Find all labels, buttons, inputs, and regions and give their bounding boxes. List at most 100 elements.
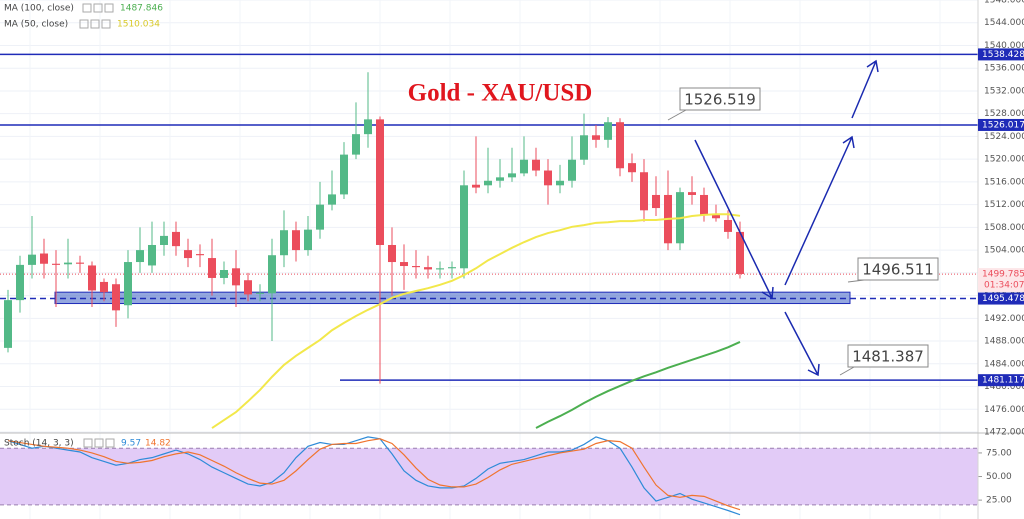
- y-tick-label: 1480.000: [984, 382, 1024, 392]
- candle-body: [52, 263, 60, 265]
- y-tick-label: 1540.000: [984, 41, 1024, 51]
- candle-body: [532, 159, 540, 171]
- y-tick-label: 75.00: [986, 448, 1012, 458]
- candle-body: [40, 253, 48, 264]
- y-tick-label: 1492.000: [984, 314, 1024, 324]
- legend-value: 14.82: [145, 439, 171, 449]
- candle-body: [616, 122, 624, 169]
- candle-body: [280, 230, 288, 256]
- price-label: 1481.117: [982, 376, 1024, 386]
- candle-body: [472, 184, 480, 188]
- candle-body: [652, 194, 660, 209]
- callout-pointer: [667, 109, 687, 121]
- callout-text: 1481.387: [852, 348, 924, 366]
- candle-body: [256, 292, 264, 294]
- y-tick-label: 1548.000: [984, 0, 1024, 6]
- candle-body: [328, 194, 336, 205]
- callout-text: 1496.511: [862, 261, 934, 279]
- candle-body: [688, 192, 696, 195]
- y-tick-label: 1524.000: [984, 132, 1024, 142]
- price-label: 1526.017: [982, 120, 1024, 130]
- candle-body: [304, 229, 312, 251]
- candle-body: [544, 170, 552, 186]
- y-tick-label: 1484.000: [984, 359, 1024, 369]
- candle-body: [508, 173, 516, 178]
- callout-box: [847, 344, 929, 368]
- y-tick-label: 50.00: [986, 472, 1012, 482]
- candle-body: [112, 284, 120, 311]
- y-tick-label: 25.00: [986, 496, 1012, 506]
- candle-body: [76, 262, 84, 264]
- candle-body: [148, 244, 156, 266]
- candle-body: [232, 268, 240, 286]
- y-tick-label: 1512.000: [984, 200, 1024, 210]
- price-label-box: [978, 292, 1024, 305]
- chart-title: Gold - XAU/USD: [408, 80, 593, 107]
- legend-label: MA (100, close): [4, 4, 74, 14]
- callout-text: 1526.519: [684, 91, 756, 109]
- icon: [83, 438, 93, 448]
- countdown: 01:34:07: [984, 281, 1024, 291]
- price-label-box: [978, 268, 1024, 293]
- y-tick-label: 1520.000: [984, 155, 1024, 165]
- price-label-box: [978, 48, 1024, 61]
- callout-box: [857, 257, 939, 281]
- candle-body: [724, 219, 732, 232]
- marks: [0, 53, 978, 516]
- candle-body: [88, 265, 96, 291]
- moving-average: [535, 341, 741, 429]
- arrow: [694, 139, 773, 299]
- candle-body: [376, 119, 384, 245]
- arrows: [694, 59, 879, 377]
- candle-body: [424, 267, 432, 270]
- candle-body: [628, 163, 636, 173]
- arrow-head: [761, 286, 774, 300]
- candle-body: [388, 244, 396, 263]
- candle-body: [268, 255, 276, 294]
- candle-body: [400, 262, 408, 267]
- candle-body: [208, 258, 216, 278]
- candle-body: [592, 135, 600, 140]
- icon: [101, 19, 111, 29]
- arrow: [784, 136, 853, 286]
- candle-body: [580, 135, 588, 160]
- y-tick-label: 1516.000: [984, 177, 1024, 187]
- candle-body: [460, 185, 468, 269]
- price-label: 1538.428: [982, 50, 1024, 60]
- icon: [82, 3, 92, 13]
- candle-body: [736, 231, 744, 274]
- candle-body: [496, 177, 504, 181]
- legend: MA (100, close) 1487.846 MA (50, close) …: [4, 3, 171, 449]
- y-tick-label: 1508.000: [984, 223, 1024, 233]
- candle-body: [316, 204, 324, 230]
- stoch-line: [7, 438, 741, 511]
- candle-body: [172, 231, 180, 247]
- legend-icons: [79, 3, 115, 448]
- legend-value: 9.57: [121, 439, 141, 449]
- price-label: 1495.478: [982, 294, 1024, 304]
- candle-body: [220, 270, 228, 278]
- legend-label: MA (50, close): [4, 20, 68, 30]
- price-label-box: [978, 118, 1024, 131]
- y-tick-label: 1528.000: [984, 109, 1024, 119]
- y-tick-label: 1472.000: [984, 428, 1024, 438]
- candle-body: [244, 280, 252, 295]
- candle-body: [292, 230, 300, 251]
- candle-body: [340, 154, 348, 195]
- arrow-head: [866, 59, 879, 73]
- icon: [90, 19, 100, 29]
- candle-body: [448, 267, 456, 269]
- legend-value: 1510.034: [117, 20, 160, 30]
- y-tick-label: 1488.000: [984, 337, 1024, 347]
- candle-body: [4, 300, 12, 348]
- callout-pointer: [839, 366, 855, 376]
- candle-body: [412, 266, 420, 268]
- icon: [94, 438, 104, 448]
- icon: [104, 3, 114, 13]
- y-tick-label: 1536.000: [984, 64, 1024, 74]
- price-label-box: [978, 374, 1024, 387]
- candle-body: [124, 262, 132, 306]
- candle-body: [640, 172, 648, 211]
- last-price-label: 1499.785: [982, 270, 1024, 280]
- candle-body: [604, 122, 612, 140]
